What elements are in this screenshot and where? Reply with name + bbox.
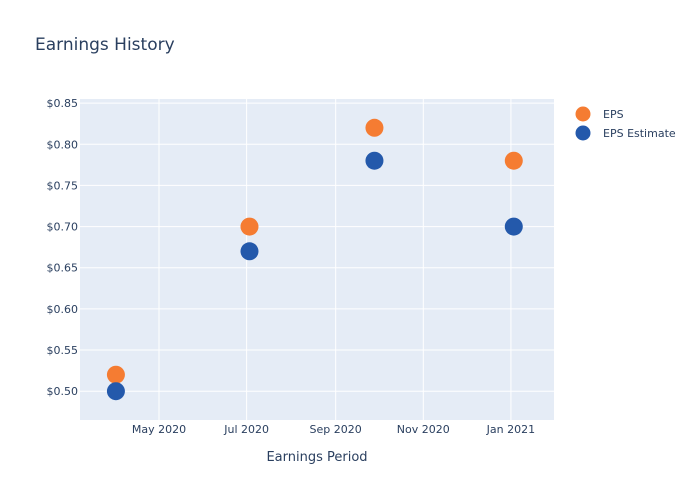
y-tick-label: $0.80 (47, 138, 79, 151)
legend-label-eps-estimate[interactable]: EPS Estimate (603, 127, 676, 140)
chart-title: Earnings History (35, 35, 175, 55)
eps-point[interactable] (365, 118, 384, 137)
y-tick-label: $0.65 (47, 262, 79, 275)
y-tick-label: $0.60 (47, 303, 79, 316)
x-tick-label: Jul 2020 (223, 423, 269, 436)
legend-label-eps[interactable]: EPS (603, 108, 624, 121)
y-tick-label: $0.55 (47, 344, 79, 357)
eps-point[interactable] (106, 365, 125, 384)
eps-estimate-point[interactable] (504, 217, 523, 236)
eps-estimate-point[interactable] (365, 151, 384, 170)
data-markers (106, 118, 523, 401)
legend-marker-eps[interactable] (575, 106, 591, 122)
x-tick-label: Nov 2020 (397, 423, 450, 436)
x-tick-label: Jan 2021 (486, 423, 535, 436)
x-tick-label: Sep 2020 (310, 423, 362, 436)
x-axis-ticks: May 2020 Jul 2020 Sep 2020 Nov 2020 Jan 2021 (132, 423, 535, 436)
y-tick-label: $0.85 (47, 97, 79, 110)
x-tick-label: May 2020 (132, 423, 186, 436)
y-tick-label: $0.75 (47, 179, 79, 192)
x-axis-title: Earnings Period (266, 450, 367, 465)
y-tick-label: $0.50 (47, 385, 79, 398)
legend: EPS EPS Estimate (575, 106, 676, 141)
legend-marker-eps-estimate[interactable] (575, 125, 591, 141)
y-tick-label: $0.70 (47, 221, 79, 234)
eps-point[interactable] (504, 151, 523, 170)
gridlines (80, 99, 554, 420)
eps-estimate-point[interactable] (106, 382, 125, 401)
eps-estimate-point[interactable] (240, 242, 259, 261)
eps-point[interactable] (240, 217, 259, 236)
plot-area (80, 99, 554, 420)
y-axis-ticks: $0.50 $0.55 $0.60 $0.65 $0.70 $0.75 $0.80 $0.85 (47, 97, 79, 398)
